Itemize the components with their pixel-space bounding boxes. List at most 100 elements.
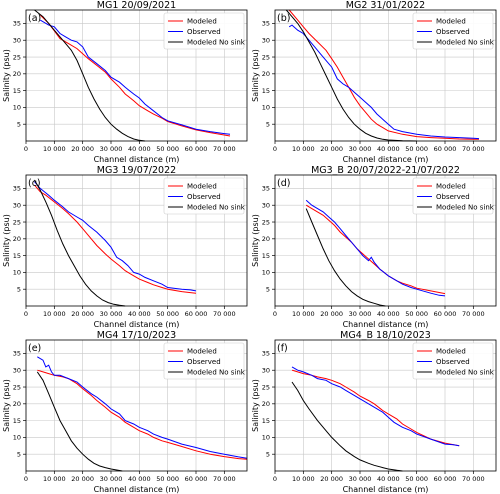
x-tick-label: 10 000 <box>43 475 66 483</box>
y-tick-label: 10 <box>262 434 270 442</box>
x-axis-label: Channel distance (m) <box>343 320 429 329</box>
legend-label: Observed <box>436 193 470 201</box>
x-tick-label: 20 000 <box>71 475 94 483</box>
x-tick-label: 10 000 <box>292 145 315 153</box>
series-line-observed <box>34 181 197 292</box>
y-tick-label: 5 <box>266 121 270 129</box>
y-tick-label: 10 <box>13 434 21 442</box>
legend-label: Modeled <box>436 348 466 356</box>
x-tick-label: 20 000 <box>320 145 343 153</box>
y-axis-label: Salinity (psu) <box>2 49 11 102</box>
x-tick-label: 50 000 <box>405 145 428 153</box>
x-tick-label: 10 000 <box>292 475 315 483</box>
y-tick-label: 10 <box>13 269 21 277</box>
x-tick-label: 50 000 <box>405 475 428 483</box>
legend-label: Modeled No sink <box>436 204 495 212</box>
panel-label: (f) <box>277 343 288 354</box>
legend-box <box>163 12 245 50</box>
x-tick-label: 0 <box>273 145 277 153</box>
y-tick-label: 15 <box>262 417 270 425</box>
x-axis-label: Channel distance (m) <box>94 320 180 329</box>
panel-label: (e) <box>28 343 41 354</box>
legend-label: Observed <box>187 358 221 366</box>
x-tick-label: 70 000 <box>462 145 485 153</box>
y-tick-label: 10 <box>262 269 270 277</box>
legend-label: Modeled No sink <box>436 39 495 47</box>
plot-frame <box>274 174 497 307</box>
chart-title: MG3 19/07/2022 <box>97 165 176 176</box>
y-tick-label: 5 <box>17 286 21 294</box>
x-tick-label: 30 000 <box>349 145 372 153</box>
y-tick-label: 15 <box>262 252 270 260</box>
chart-panel-3: MG3 19/07/2022 0 10 000 20 000 30 000 40 000 5… <box>2 165 248 329</box>
x-tick-label: 20 000 <box>71 310 94 318</box>
x-tick-label: 60 000 <box>434 145 457 153</box>
y-tick-label: 10 <box>13 104 21 112</box>
legend-box <box>412 177 494 215</box>
y-tick-label: 20 <box>262 235 270 243</box>
series-line-modeled <box>291 369 460 447</box>
y-tick-label: 15 <box>13 87 21 95</box>
legend-label: Modeled No sink <box>187 369 246 377</box>
x-tick-label: 10 000 <box>43 310 66 318</box>
legend-box <box>163 342 245 380</box>
y-tick-label: 25 <box>13 218 21 226</box>
y-tick-label: 25 <box>262 383 270 391</box>
chart-title: MG3_B 20/07/2022-21/07/2022 <box>311 165 460 176</box>
chart-panel-5: MG4 17/10/2023 0 10 000 20 000 30 000 40 000 5… <box>2 330 248 494</box>
x-tick-label: 30 000 <box>349 475 372 483</box>
legend-box <box>412 12 494 50</box>
chart-panel-6: MG4_B 18/10/2023 0 10 000 20 000 30 000 40 00… <box>251 330 497 494</box>
series-line-modeled-no-sink <box>34 9 146 142</box>
x-tick-label: 30 000 <box>100 310 123 318</box>
y-tick-label: 20 <box>262 400 270 408</box>
y-tick-label: 15 <box>13 252 21 260</box>
legend-label: Modeled <box>187 18 217 26</box>
y-tick-label: 35 <box>13 350 21 358</box>
y-tick-label: 35 <box>13 20 21 28</box>
x-tick-label: 30 000 <box>349 310 372 318</box>
y-tick-label: 30 <box>13 202 21 210</box>
legend-label: Modeled No sink <box>187 39 246 47</box>
x-tick-label: 0 <box>24 145 28 153</box>
x-tick-label: 60 000 <box>185 475 208 483</box>
panel-label: (d) <box>277 178 290 189</box>
chart-panel-2: MG2 31/01/2022 0 10 000 20 000 30 000 40 000 5… <box>251 0 497 164</box>
legend-label: Modeled <box>436 18 466 26</box>
series-line-modeled <box>288 9 479 140</box>
series-line-modeled <box>34 184 197 294</box>
legend-box <box>412 342 494 380</box>
legend-label: Observed <box>187 28 221 36</box>
chart-title: MG4 17/10/2023 <box>97 330 176 341</box>
y-tick-label: 30 <box>262 202 270 210</box>
x-tick-label: 40 000 <box>128 310 151 318</box>
x-tick-label: 70 000 <box>213 145 236 153</box>
y-tick-label: 25 <box>13 53 21 61</box>
legend-label: Observed <box>436 28 470 36</box>
y-tick-label: 15 <box>262 87 270 95</box>
series-line-modeled-no-sink <box>285 9 417 142</box>
legend-label: Observed <box>187 193 221 201</box>
y-tick-label: 5 <box>17 121 21 129</box>
y-tick-label: 5 <box>266 451 270 459</box>
legend-label: Observed <box>436 358 470 366</box>
x-tick-label: 0 <box>273 310 277 318</box>
x-tick-label: 70 000 <box>462 310 485 318</box>
y-tick-label: 35 <box>262 185 270 193</box>
x-tick-label: 20 000 <box>320 310 343 318</box>
x-tick-label: 70 000 <box>462 475 485 483</box>
x-tick-label: 60 000 <box>185 145 208 153</box>
x-axis-label: Channel distance (m) <box>94 485 180 494</box>
x-tick-label: 40 000 <box>128 475 151 483</box>
series-line-observed <box>37 356 248 459</box>
x-axis-label: Channel distance (m) <box>343 485 429 494</box>
x-tick-label: 20 000 <box>71 145 94 153</box>
panel-label: (b) <box>277 13 290 24</box>
x-tick-label: 60 000 <box>434 475 457 483</box>
x-tick-label: 40 000 <box>377 145 400 153</box>
chart-title: MG2 31/01/2022 <box>346 0 425 11</box>
plot-frame <box>25 339 248 472</box>
series-line-observed <box>305 199 446 297</box>
y-tick-label: 20 <box>262 70 270 78</box>
